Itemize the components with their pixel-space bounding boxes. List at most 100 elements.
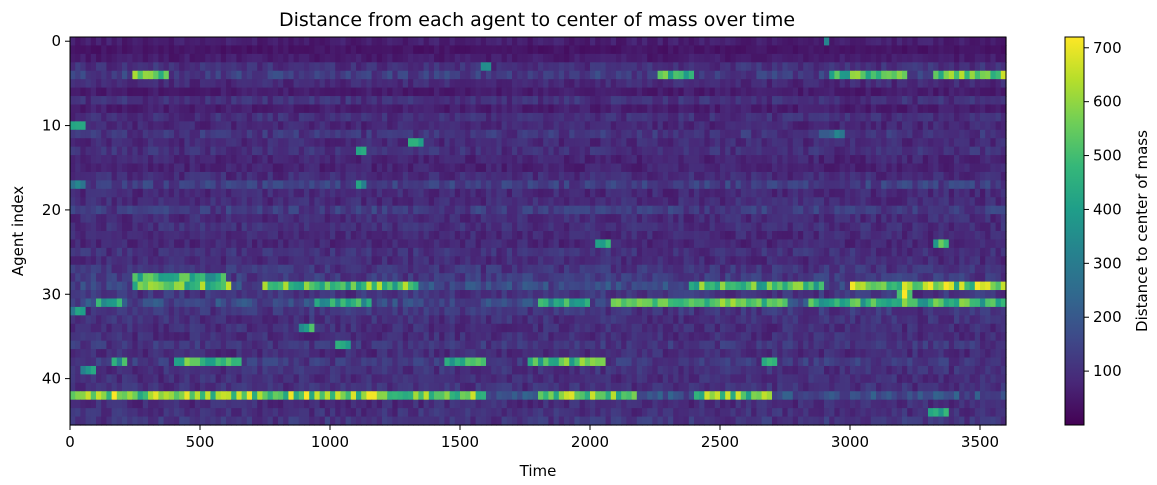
heatmap-cell [444, 214, 451, 224]
heatmap-cell [434, 239, 440, 249]
heatmap-cell [907, 45, 913, 55]
heatmap-cell [959, 96, 965, 106]
heatmap-cell [626, 45, 633, 55]
heatmap-cell [366, 146, 373, 156]
heatmap-cell [860, 180, 867, 190]
heatmap-cell [584, 231, 591, 241]
heatmap-cell [995, 129, 1002, 139]
heatmap-cell [283, 180, 289, 190]
heatmap-cell [647, 129, 653, 139]
heatmap-cell [538, 62, 544, 72]
heatmap-cell [798, 247, 804, 257]
heatmap-cell [288, 231, 295, 241]
heatmap-cell [200, 104, 206, 114]
heatmap-cell [158, 37, 165, 47]
heatmap-cell [127, 264, 133, 274]
heatmap-cell [948, 129, 955, 139]
heatmap-cell [933, 214, 939, 224]
heatmap-cell [917, 104, 924, 114]
heatmap-cell [96, 205, 102, 215]
heatmap-cell [179, 62, 185, 72]
heatmap-cell [803, 205, 809, 215]
heatmap-cell [954, 96, 960, 106]
heatmap-cell [283, 163, 289, 173]
heatmap-cell [964, 129, 971, 139]
heatmap-cell [761, 205, 768, 215]
heatmap-cell [90, 87, 97, 97]
heatmap-cell [683, 197, 690, 207]
heatmap-cell [709, 79, 716, 89]
heatmap-cell [1000, 70, 1007, 80]
heatmap-cell [465, 205, 471, 215]
heatmap-cell [766, 214, 773, 224]
heatmap-cell [460, 146, 466, 156]
heatmap-cell [272, 104, 279, 114]
heatmap-cell [938, 231, 945, 241]
heatmap-cell [886, 231, 893, 241]
heatmap-cell [881, 121, 887, 131]
heatmap-cell [439, 256, 445, 266]
heatmap-cell [943, 53, 950, 63]
heatmap-cell [876, 138, 882, 148]
heatmap-cell [907, 222, 913, 232]
heatmap-cell [740, 205, 747, 215]
heatmap-cell [756, 96, 763, 106]
heatmap-cell [480, 53, 487, 63]
heatmap-cell [943, 171, 950, 181]
heatmap-cell [189, 222, 196, 232]
heatmap-cell [293, 205, 300, 215]
heatmap-cell [688, 214, 695, 224]
heatmap-cell [122, 247, 128, 257]
heatmap-cell [116, 62, 123, 72]
heatmap-cell [382, 96, 388, 106]
heatmap-cell [75, 222, 81, 232]
heatmap-cell [943, 79, 950, 89]
heatmap-cell [688, 62, 695, 72]
heatmap-cell [969, 188, 976, 198]
heatmap-cell [532, 171, 539, 181]
heatmap-cell [652, 62, 659, 72]
heatmap-cell [912, 96, 919, 106]
heatmap-cell [855, 129, 861, 139]
heatmap-cell [148, 197, 154, 207]
heatmap-cell [1000, 62, 1007, 72]
heatmap-cell [865, 247, 872, 257]
heatmap-cell [579, 146, 586, 156]
heatmap-cell [777, 104, 783, 114]
heatmap-cell [220, 239, 227, 249]
heatmap-cell [101, 70, 107, 80]
heatmap-cell [226, 53, 232, 63]
heatmap-cell [688, 87, 695, 97]
heatmap-cell [808, 129, 815, 139]
heatmap-cell [605, 247, 612, 257]
heatmap-cell [439, 129, 445, 139]
heatmap-cell [725, 222, 731, 232]
heatmap-cell [792, 256, 799, 266]
heatmap-cell [943, 112, 950, 122]
heatmap-cell [309, 70, 315, 80]
heatmap-cell [480, 264, 487, 274]
heatmap-cell [392, 70, 399, 80]
heatmap-cell [683, 45, 690, 55]
heatmap-cell [309, 79, 315, 89]
heatmap-cell [558, 112, 565, 122]
heatmap-cell [491, 129, 497, 139]
heatmap-cell [813, 129, 820, 139]
heatmap-cell [96, 79, 102, 89]
heatmap-cell [486, 138, 492, 148]
heatmap-cell [683, 188, 690, 198]
heatmap-cell [335, 155, 341, 165]
heatmap-cell [517, 121, 523, 131]
heatmap-cell [896, 138, 903, 148]
heatmap-cell [85, 45, 92, 55]
heatmap-cell [496, 171, 503, 181]
heatmap-cell [683, 112, 690, 122]
heatmap-cell [319, 45, 326, 55]
heatmap-cell [382, 197, 388, 207]
heatmap-cell [460, 62, 466, 72]
heatmap-cell [194, 188, 201, 198]
heatmap-cell [584, 121, 591, 131]
heatmap-cell [496, 197, 503, 207]
heatmap-cell [824, 239, 830, 249]
heatmap-cell [298, 62, 305, 72]
